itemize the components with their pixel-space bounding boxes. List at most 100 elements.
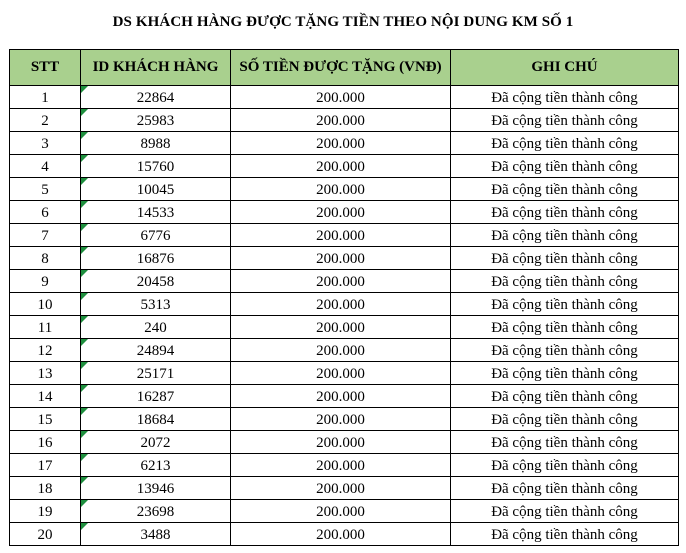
stt-cell[interactable]: 16 (9, 430, 81, 454)
customer-id-cell[interactable]: 23698 (80, 499, 231, 523)
stt-cell[interactable]: 11 (9, 315, 81, 339)
note-cell[interactable]: Đã cộng tiền thành công (450, 108, 679, 132)
amount-cell[interactable]: 200.000 (230, 407, 451, 431)
table-row: 12 24894 200.000 Đã cộng tiền thành công (9, 338, 679, 362)
note-cell[interactable]: Đã cộng tiền thành công (450, 522, 679, 546)
document-title: DS KHÁCH HÀNG ĐƯỢC TẶNG TIỀN THEO NỘI DU… (112, 14, 574, 30)
customer-id-cell[interactable]: 20458 (80, 269, 231, 293)
note-cell[interactable]: Đã cộng tiền thành công (450, 407, 679, 431)
amount-cell[interactable]: 200.000 (230, 85, 451, 109)
note-cell[interactable]: Đã cộng tiền thành công (450, 246, 679, 270)
table-row: 9 20458 200.000 Đã cộng tiền thành công (9, 269, 679, 293)
note-cell[interactable]: Đã cộng tiền thành công (450, 476, 679, 500)
table-row: 20 3488 200.000 Đã cộng tiền thành công (9, 522, 679, 546)
customer-id-cell[interactable]: 10045 (80, 177, 231, 201)
stt-cell[interactable]: 4 (9, 154, 81, 178)
table-row: 13 25171 200.000 Đã cộng tiền thành công (9, 361, 679, 385)
amount-cell[interactable]: 200.000 (230, 177, 451, 201)
customer-id-cell[interactable]: 8988 (80, 131, 231, 155)
note-cell[interactable]: Đã cộng tiền thành công (450, 177, 679, 201)
amount-cell[interactable]: 200.000 (230, 200, 451, 224)
table-row: 2 25983 200.000 Đã cộng tiền thành công (9, 108, 679, 132)
amount-cell[interactable]: 200.000 (230, 384, 451, 408)
note-cell[interactable]: Đã cộng tiền thành công (450, 453, 679, 477)
stt-cell[interactable]: 19 (9, 499, 81, 523)
stt-cell[interactable]: 14 (9, 384, 81, 408)
column-header-amount[interactable]: SỐ TIỀN ĐƯỢC TẶNG (VNĐ) (230, 49, 451, 86)
note-cell[interactable]: Đã cộng tiền thành công (450, 269, 679, 293)
column-header-customer-id[interactable]: ID KHÁCH HÀNG (80, 49, 231, 86)
amount-cell[interactable]: 200.000 (230, 269, 451, 293)
table-row: 15 18684 200.000 Đã cộng tiền thành công (9, 407, 679, 431)
stt-cell[interactable]: 10 (9, 292, 81, 316)
stt-cell[interactable]: 6 (9, 200, 81, 224)
stt-cell[interactable]: 15 (9, 407, 81, 431)
amount-cell[interactable]: 200.000 (230, 223, 451, 247)
note-cell[interactable]: Đã cộng tiền thành công (450, 430, 679, 454)
table-row: 11 240 200.000 Đã cộng tiền thành công (9, 315, 679, 339)
customer-id-cell[interactable]: 25171 (80, 361, 231, 385)
stt-cell[interactable]: 13 (9, 361, 81, 385)
customer-id-cell[interactable]: 18684 (80, 407, 231, 431)
amount-cell[interactable]: 200.000 (230, 131, 451, 155)
customer-id-cell[interactable]: 2072 (80, 430, 231, 454)
customer-id-cell[interactable]: 6776 (80, 223, 231, 247)
customer-id-cell[interactable]: 16876 (80, 246, 231, 270)
stt-cell[interactable]: 5 (9, 177, 81, 201)
stt-cell[interactable]: 2 (9, 108, 81, 132)
note-cell[interactable]: Đã cộng tiền thành công (450, 85, 679, 109)
table-row: 5 10045 200.000 Đã cộng tiền thành công (9, 177, 679, 201)
amount-cell[interactable]: 200.000 (230, 246, 451, 270)
customer-id-cell[interactable]: 24894 (80, 338, 231, 362)
stt-cell[interactable]: 1 (9, 85, 81, 109)
amount-cell[interactable]: 200.000 (230, 361, 451, 385)
stt-cell[interactable]: 7 (9, 223, 81, 247)
note-cell[interactable]: Đã cộng tiền thành công (450, 315, 679, 339)
note-cell[interactable]: Đã cộng tiền thành công (450, 499, 679, 523)
stt-cell[interactable]: 9 (9, 269, 81, 293)
amount-cell[interactable]: 200.000 (230, 522, 451, 546)
stt-cell[interactable]: 18 (9, 476, 81, 500)
table-row: 14 16287 200.000 Đã cộng tiền thành công (9, 384, 679, 408)
stt-cell[interactable]: 17 (9, 453, 81, 477)
amount-cell[interactable]: 200.000 (230, 499, 451, 523)
note-cell[interactable]: Đã cộng tiền thành công (450, 223, 679, 247)
note-cell[interactable]: Đã cộng tiền thành công (450, 200, 679, 224)
customer-id-cell[interactable]: 16287 (80, 384, 231, 408)
note-cell[interactable]: Đã cộng tiền thành công (450, 154, 679, 178)
amount-cell[interactable]: 200.000 (230, 315, 451, 339)
amount-cell[interactable]: 200.000 (230, 154, 451, 178)
customer-id-cell[interactable]: 13946 (80, 476, 231, 500)
column-header-stt[interactable]: STT (9, 49, 81, 86)
customer-id-cell[interactable]: 25983 (80, 108, 231, 132)
note-cell[interactable]: Đã cộng tiền thành công (450, 384, 679, 408)
amount-cell[interactable]: 200.000 (230, 430, 451, 454)
stt-cell[interactable]: 3 (9, 131, 81, 155)
stt-cell[interactable]: 8 (9, 246, 81, 270)
customer-id-cell[interactable]: 15760 (80, 154, 231, 178)
stt-cell[interactable]: 20 (9, 522, 81, 546)
table-row: 8 16876 200.000 Đã cộng tiền thành công (9, 246, 679, 270)
customer-id-cell[interactable]: 6213 (80, 453, 231, 477)
amount-cell[interactable]: 200.000 (230, 338, 451, 362)
amount-cell[interactable]: 200.000 (230, 292, 451, 316)
table-row: 1 22864 200.000 Đã cộng tiền thành công (9, 85, 679, 109)
note-cell[interactable]: Đã cộng tiền thành công (450, 338, 679, 362)
customer-id-cell[interactable]: 5313 (80, 292, 231, 316)
amount-cell[interactable]: 200.000 (230, 108, 451, 132)
table-row: 17 6213 200.000 Đã cộng tiền thành công (9, 453, 679, 477)
customer-id-cell[interactable]: 14533 (80, 200, 231, 224)
customer-id-cell[interactable]: 3488 (80, 522, 231, 546)
table-row: 16 2072 200.000 Đã cộng tiền thành công (9, 430, 679, 454)
table-row: 6 14533 200.000 Đã cộng tiền thành công (9, 200, 679, 224)
customer-id-cell[interactable]: 240 (80, 315, 231, 339)
note-cell[interactable]: Đã cộng tiền thành công (450, 361, 679, 385)
amount-cell[interactable]: 200.000 (230, 453, 451, 477)
customer-id-cell[interactable]: 22864 (80, 85, 231, 109)
column-header-note[interactable]: GHI CHÚ (450, 49, 679, 86)
amount-cell[interactable]: 200.000 (230, 476, 451, 500)
note-cell[interactable]: Đã cộng tiền thành công (450, 131, 679, 155)
stt-cell[interactable]: 12 (9, 338, 81, 362)
note-cell[interactable]: Đã cộng tiền thành công (450, 292, 679, 316)
table-header-row: STT ID KHÁCH HÀNG SỐ TIỀN ĐƯỢC TẶNG (VNĐ… (9, 49, 679, 86)
